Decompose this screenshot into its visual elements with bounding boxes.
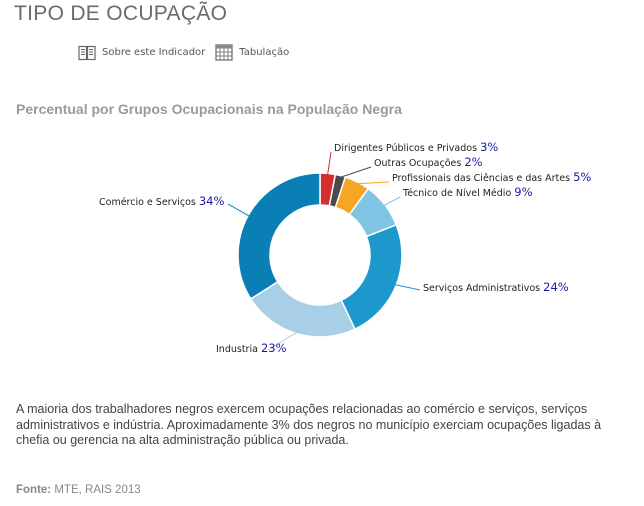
connector-6 [227,203,251,217]
slice-label-2: Profissionais das Ciências e das Artes 5… [392,170,591,184]
description-text: A maioria dos trabalhadores negros exerc… [16,402,602,447]
about-indicator-label: Sobre este Indicador [102,47,206,58]
slice-name-2: Profissionais das Ciências e das Artes [392,173,573,184]
slice-label-4: Serviços Administrativos 24% [423,280,569,294]
slice-label-5: Industria 23% [216,341,287,355]
slice-label-6: Comércio e Serviços 34% [99,194,224,208]
slice-label-0: Dirigentes Públicos e Privados 3% [334,140,498,154]
slice-value-4: 24% [543,280,569,294]
slice-name-1: Outras Ocupações [374,158,464,169]
slice-6[interactable] [237,172,321,300]
connector-5 [267,331,298,351]
connector-1 [339,166,372,178]
table-button[interactable]: Tabulação [215,44,289,61]
slice-value-0: 3% [480,140,498,154]
slice-name-0: Dirigentes Públicos e Privados [334,143,480,154]
connector-3 [382,196,401,207]
source-note: Fonte: MTE, RAIS 2013 [16,484,141,496]
slice-value-5: 23% [261,341,287,355]
connector-2 [356,181,390,185]
connector-0 [327,151,332,176]
slice-4[interactable] [340,223,403,331]
table-label: Tabulação [239,47,290,58]
donut-chart: Dirigentes Públicos e Privados 3%Outras … [99,140,591,355]
table-icon [215,44,233,61]
slice-name-6: Comércio e Serviços [99,197,199,208]
slice-label-3: Técnico de Nível Médio 9% [402,185,533,199]
about-indicator-button[interactable]: Sobre este Indicador [78,45,205,61]
connector-4 [394,283,421,291]
page-title: TIPO DE OCUPAÇÃO [14,2,228,25]
source-text: MTE, RAIS 2013 [54,484,141,496]
slice-name-3: Técnico de Nível Médio [402,188,514,199]
slice-5[interactable] [249,280,356,338]
chart-title: Percentual por Grupos Ocupacionais na Po… [16,101,402,117]
slice-name-5: Industria [216,344,261,355]
toolbar: Sobre este Indicador Tabulação [78,44,289,61]
slice-label-1: Outras Ocupações 2% [374,155,483,169]
slice-value-2: 5% [573,170,591,184]
slice-value-6: 34% [199,194,225,208]
slice-value-3: 9% [514,185,532,199]
book-icon [78,45,96,60]
slice-name-4: Serviços Administrativos [423,283,543,294]
slice-value-1: 2% [464,155,482,169]
source-label: Fonte: [16,484,52,496]
